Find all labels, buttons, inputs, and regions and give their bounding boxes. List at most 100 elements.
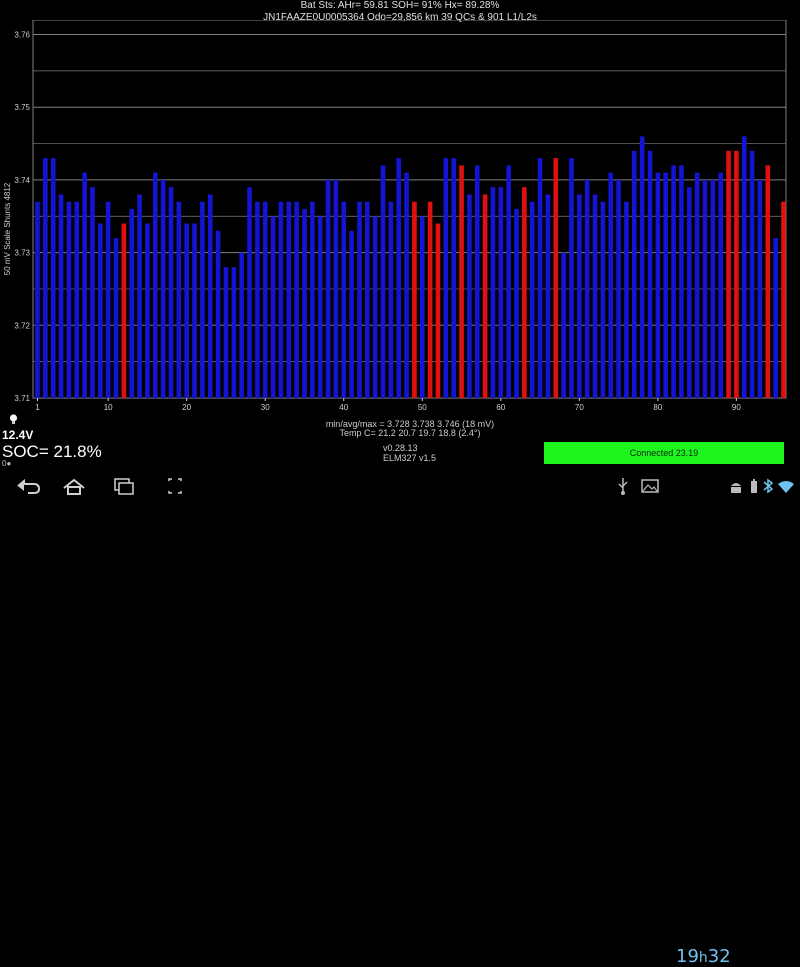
temperature-stats: Temp C= 21.2 20.7 19.7 18.8 (2.4°) [339,428,481,438]
cell-bar [773,238,778,398]
shunt-bar [765,165,771,398]
cell-bar [490,187,496,398]
cell-bar [58,194,64,398]
x-tick-label: 80 [653,403,662,412]
cell-bar [679,165,684,398]
cell-bar [325,179,331,398]
cell-bar [35,201,40,398]
battery-status-header: Bat Sts: AHr= 59.81 SOH= 91% Hx= 89.28% [300,0,500,11]
cell-bar [467,194,472,398]
cell-bar [537,158,543,398]
cell-bar [270,216,276,398]
shunt-bar [459,165,464,398]
cell-bar [584,179,590,398]
cell-bar [255,201,260,398]
cell-bar [129,209,135,398]
cell-bar [608,172,614,398]
back-icon[interactable] [14,476,42,496]
cell-bar [396,158,402,398]
cell-bar [757,179,763,398]
x-tick-label: 30 [261,403,270,412]
cell-bar [247,187,252,398]
cell-bar [262,201,268,398]
cell-bar [474,165,480,398]
y-tick-label: 3.74 [14,176,30,185]
home-icon[interactable] [60,476,88,496]
cell-bar [372,216,378,398]
x-tick-label: 20 [182,403,191,412]
recent-apps-icon[interactable] [110,476,138,496]
connection-status-button[interactable]: Connected 23.19 [544,442,784,464]
cell-bar [349,230,354,398]
cell-bar [419,216,425,398]
cell-bar [239,252,244,398]
cell-bar [231,267,237,398]
cell-bar [671,165,676,398]
cell-bar [686,187,692,398]
wifi-icon [778,481,794,493]
android-debug-icon [731,483,741,493]
cell-bar [200,201,205,398]
cell-bar [404,172,409,398]
shunt-bar [734,150,739,398]
cell-bar [592,194,598,398]
cell-bar [443,158,449,398]
cell-bar [451,158,456,398]
clock-minute: 32 [707,946,731,967]
cell-bar [545,194,551,398]
shunt-bar [121,223,127,398]
cell-bar [310,201,315,398]
cell-bar [506,165,511,398]
cell-bar [655,172,661,398]
cell-bar [176,201,182,398]
battery-icon [751,479,757,493]
y-tick-label: 3.76 [14,31,30,40]
cell-bar [43,158,48,398]
cell-bar [192,223,197,398]
cell-bar [286,201,292,398]
cell-bar [294,201,299,398]
shunt-bar [412,201,417,398]
shunt-bar [522,187,527,398]
cell-bar [113,238,119,398]
cell-bar [66,201,72,398]
cell-bar [388,201,394,398]
x-tick-label: 70 [575,403,584,412]
cell-bar [577,194,582,398]
y-tick-label: 3.72 [14,321,30,330]
cell-bar [168,187,174,398]
cell-bar [74,201,80,398]
screenshot-icon[interactable] [166,476,184,496]
cell-bar [90,187,95,398]
x-tick-label: 90 [732,403,741,412]
cell-bar [302,209,307,398]
cell-bar [82,172,87,398]
x-tick-label: 50 [418,403,427,412]
cell-bar [632,150,637,398]
cell-bar [639,136,645,398]
cell-bar [741,136,747,398]
cell-bar [207,194,213,398]
cell-bar [647,150,653,398]
adapter-version: ELM327 v1.5 [383,453,437,463]
cell-bar [710,179,716,398]
cell-bar [365,201,370,398]
cell-bar [215,230,221,398]
cell-bar [98,223,103,398]
clock-separator: h [698,950,708,966]
lightbulb-icon[interactable] [9,414,18,425]
x-tick-label: 1 [35,403,40,412]
voltage-stats: min/avg/max = 3.728 3.738 3.746 (18 mV) [325,419,495,429]
vehicle-info-header: JN1FAAZE0U0005364 Odo=29,856 km 39 QCs &… [263,12,537,23]
cell-bar [317,216,323,398]
cell-bar [380,165,386,398]
cell-bar [357,201,362,398]
cell-bar [624,201,629,398]
cell-bar [498,187,504,398]
cell-bar [663,172,669,398]
cell-voltage-chart: 3.71 3.72 3.73 3.74 3.75 3.76 50 mV Scale Shun… [3,20,787,412]
cell-bar [616,179,621,398]
battery-voltage: 12.4V [2,428,34,442]
y-tick-label: 3.75 [14,103,30,112]
shunt-bar [781,201,786,398]
